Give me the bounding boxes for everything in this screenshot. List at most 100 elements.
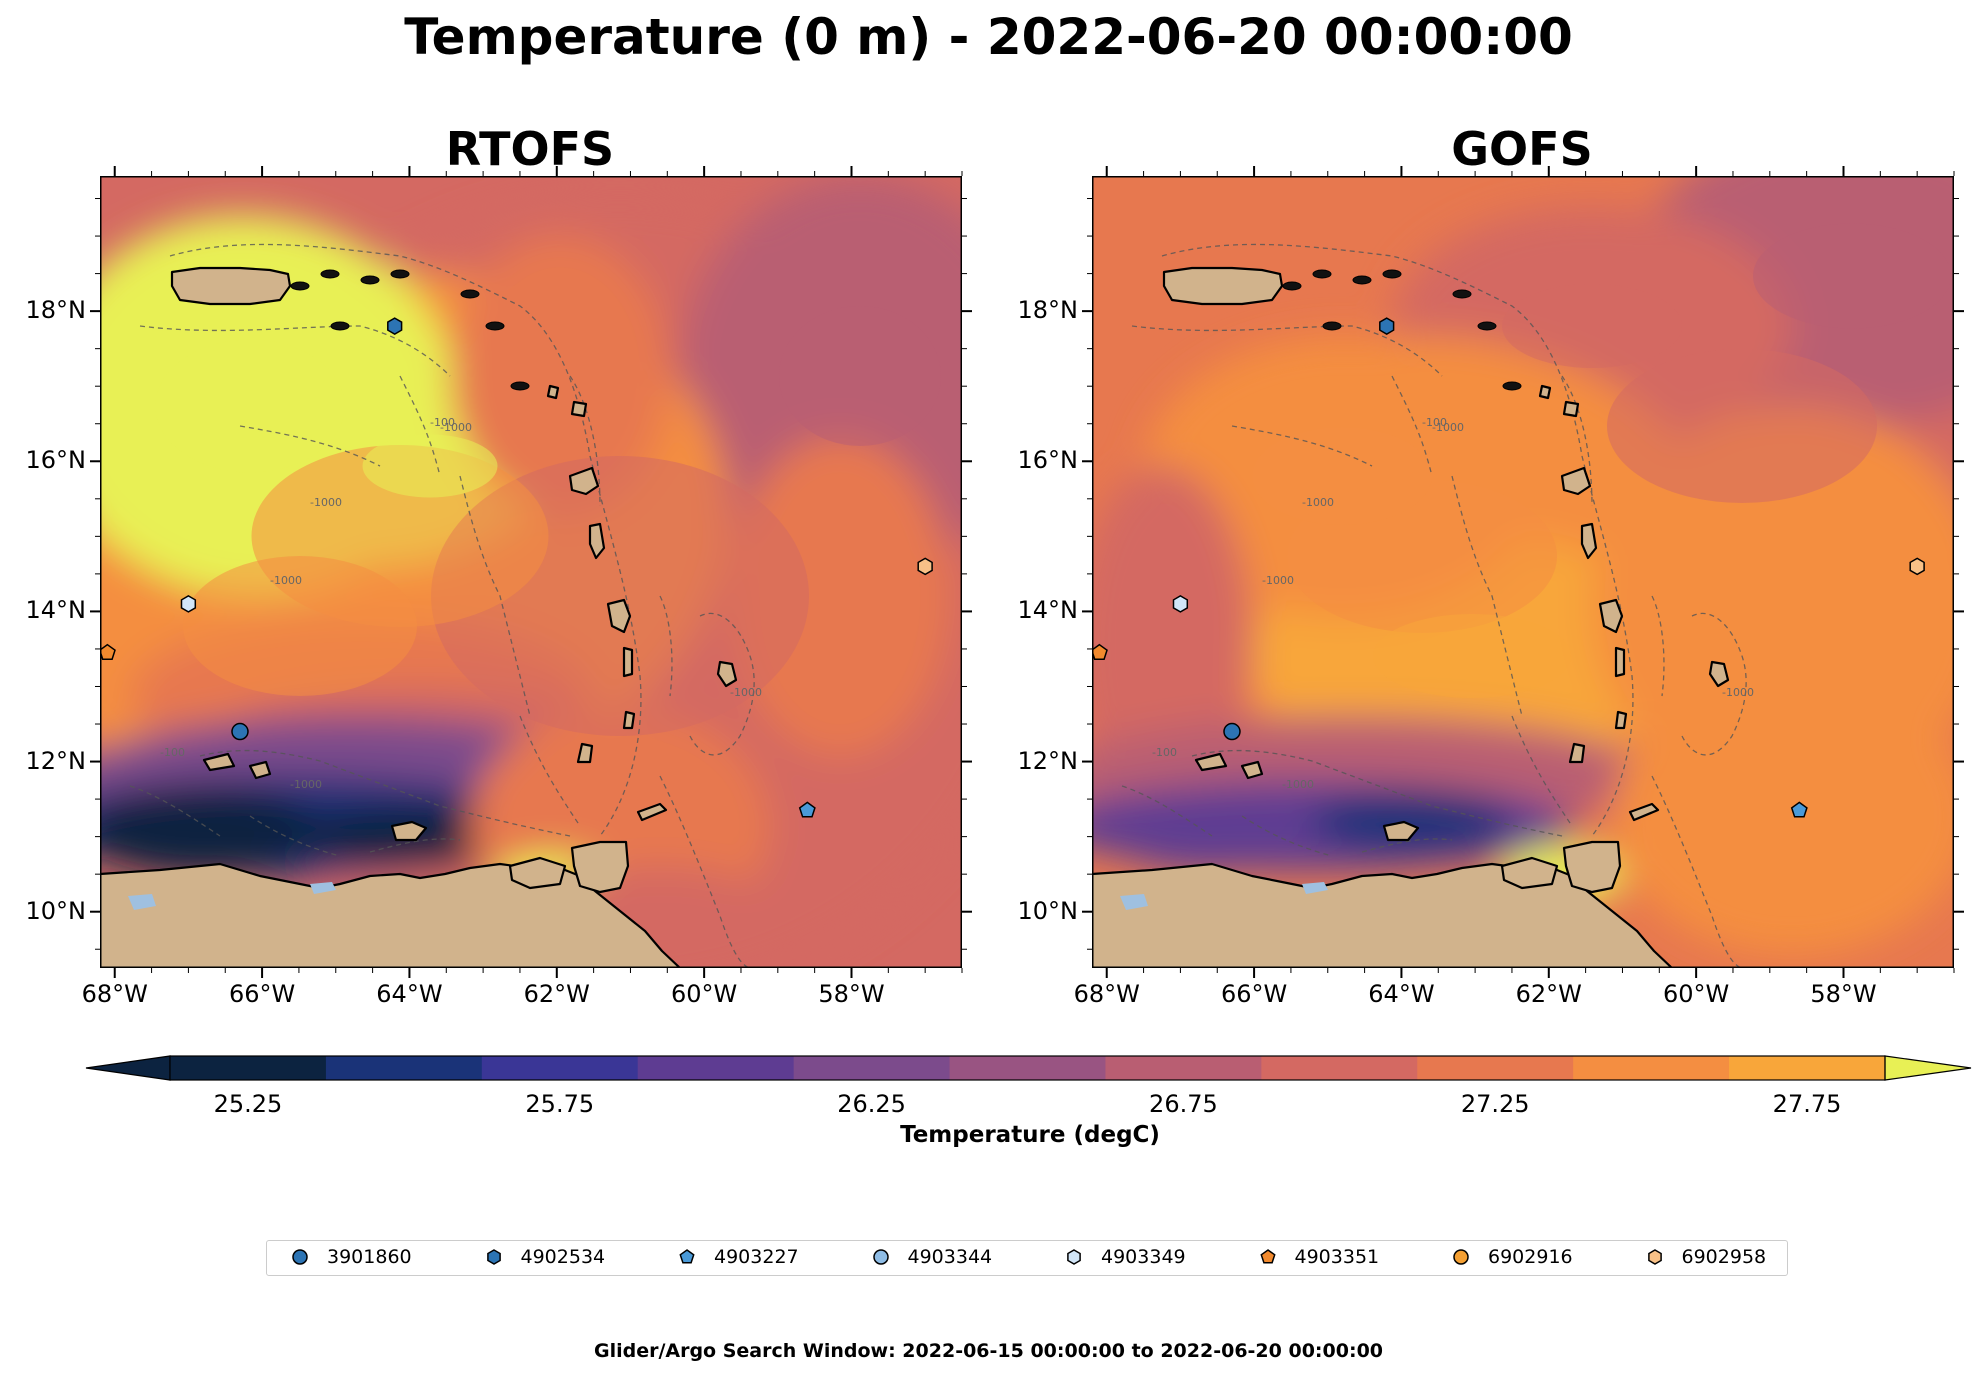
colorbar-tick-label: 27.75 (1772, 1090, 1842, 1118)
islet (1352, 275, 1372, 285)
x-tick-label: 64°W (1368, 980, 1435, 1008)
x-tick-label: 62°W (523, 980, 590, 1008)
legend-label: 4902534 (520, 1246, 606, 1268)
colorbar-label: Temperature (degC) (900, 1122, 1160, 1148)
y-tick-label: 18°N (1017, 296, 1079, 325)
float-marker-3901860 (231, 722, 249, 741)
colorbar-bin (1417, 1056, 1574, 1080)
land-barbados (716, 660, 738, 688)
colorbar-bin (637, 1056, 795, 1080)
legend-label: 4903227 (714, 1246, 799, 1268)
islet (460, 289, 480, 299)
land-dominica (1580, 522, 1598, 560)
legend-item: 4903351 (1255, 1244, 1380, 1270)
sst-core (1607, 349, 1877, 503)
float-marker-3901860 (1223, 722, 1241, 741)
sst-core (155, 339, 345, 473)
land-antigua (1562, 400, 1580, 418)
colorbar-extend-high (1884, 1055, 1972, 1081)
legend-marker-4903344 (872, 1249, 889, 1265)
isobath-label: -1000 (270, 574, 302, 587)
legend-label: 6902916 (1488, 1246, 1573, 1268)
float-marker-4903227 (1790, 801, 1808, 818)
legend-item: 4903344 (868, 1244, 992, 1270)
land-curacao (202, 752, 236, 772)
land-margarita (390, 820, 428, 842)
y-tick-label: 10°N (1017, 896, 1079, 925)
x-tick-label: 68°W (81, 980, 148, 1008)
land-puertorico (170, 266, 292, 306)
panel-title-rtofs: RTOFS (445, 122, 615, 176)
figure-title: Temperature (0 m) - 2022-06-20 00:00:00 (404, 8, 1573, 66)
isobath-label: -1000 (1282, 778, 1314, 791)
legend-item: 6902958 (1642, 1244, 1766, 1270)
land-stlucia (622, 646, 634, 678)
x-tick-label: 58°W (1810, 980, 1877, 1008)
isobath-label: -100 (1152, 746, 1177, 759)
land-paria (508, 856, 567, 890)
isobath-line (1391, 375, 1523, 717)
y-tick-label: 18°N (25, 296, 87, 325)
isobath-label: -1000 (290, 778, 322, 791)
islet (390, 269, 410, 279)
isobath-label: -100 (430, 416, 455, 429)
colorbar (85, 1055, 1972, 1081)
isobath-line (569, 375, 751, 968)
legend-marker-4903227 (679, 1249, 695, 1264)
isobath-label: -100 (1422, 416, 1447, 429)
land-guadeloupe (1560, 466, 1592, 496)
legend-item: 6902916 (1448, 1244, 1573, 1270)
sst-core (779, 306, 941, 446)
colorbar-bin (1729, 1056, 1886, 1080)
x-tick-label: 62°W (1515, 980, 1582, 1008)
islet (290, 281, 310, 291)
legend-marker-4902534 (486, 1249, 501, 1265)
x-tick-label: 60°W (1662, 980, 1730, 1008)
colorbar-bin (325, 1056, 483, 1080)
land-bonaire (248, 760, 272, 780)
colorbar-bin (481, 1056, 639, 1080)
y-tick-label: 12°N (25, 746, 87, 775)
land-stvincent (1614, 710, 1628, 730)
land-stkitts (1538, 384, 1552, 400)
land-martinique (1598, 598, 1624, 634)
sst-core (362, 434, 498, 498)
x-tick-label: 66°W (1220, 980, 1288, 1008)
land-stvincent (622, 710, 636, 730)
x-tick-label: 68°W (1073, 980, 1140, 1008)
isobath-line (1121, 785, 1453, 857)
lake (1302, 882, 1328, 894)
legend-marker-4903349 (1067, 1249, 1081, 1265)
land-grenada (1568, 742, 1586, 764)
isobath-label: -100 (160, 746, 185, 759)
lake (1120, 894, 1148, 910)
sst-region (1612, 676, 1954, 956)
colorbar-bin (949, 1056, 1106, 1080)
isobath-line (1561, 375, 1743, 968)
isobath-label: -1000 (440, 421, 472, 434)
land-venezuela (1092, 862, 1674, 968)
colorbar-bin (793, 1056, 951, 1080)
sst-region (450, 236, 670, 516)
colorbar-bin (1261, 1056, 1418, 1080)
y-tick-label: 14°N (1017, 596, 1079, 625)
isobath-label: -1000 (730, 686, 762, 699)
land-dominica (588, 522, 606, 560)
islet (1382, 269, 1402, 279)
map-frame (100, 176, 962, 968)
land-tobago (1628, 802, 1660, 822)
isobath-label: -1000 (1432, 421, 1464, 434)
sst-region (730, 436, 950, 756)
bathymetry-contours (129, 243, 755, 968)
colorbar-tick-label: 26.75 (1149, 1090, 1218, 1118)
x-tick-label: 64°W (376, 980, 443, 1008)
legend-label: 4903351 (1294, 1246, 1380, 1268)
islet (1452, 289, 1472, 299)
sst-region (100, 786, 320, 876)
islet (485, 321, 505, 331)
x-tick-label: 60°W (670, 980, 738, 1008)
land-trinidad (1562, 840, 1622, 894)
land-stlucia (1614, 646, 1626, 678)
land-antigua (570, 400, 588, 418)
land-martinique (606, 598, 632, 634)
